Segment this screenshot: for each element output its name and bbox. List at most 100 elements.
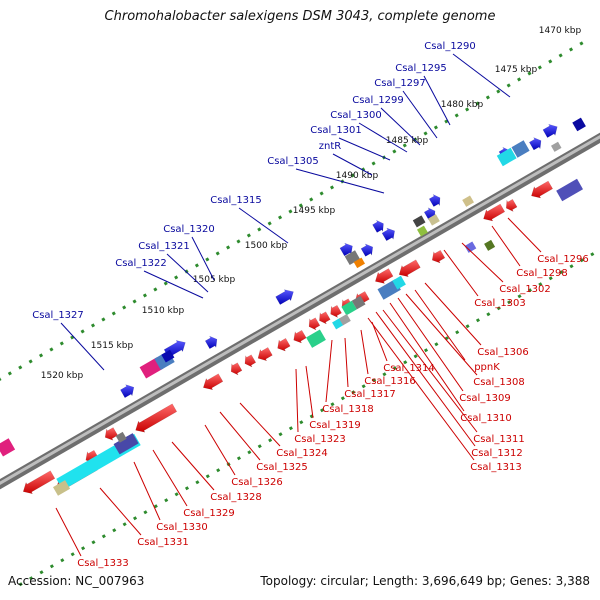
gene-forward-12 [528, 136, 542, 151]
leader-ppnk [414, 289, 466, 361]
label-csal-1321: Csal_1321 [138, 241, 190, 252]
gene-forward-9 [381, 227, 395, 242]
gene-reverse-22 [531, 180, 554, 199]
scale-tick-1500-kbp: 1500 kbp [245, 241, 288, 251]
feature-darkgrey-1 [412, 215, 426, 228]
gene-reverse-4 [104, 427, 119, 441]
leader-csal-1323 [295, 368, 299, 433]
label-csal-1331: Csal_1331 [137, 537, 189, 548]
leader-csal-1301 [338, 137, 391, 161]
leader-csal-1328 [171, 441, 215, 491]
gene-reverse-21 [505, 198, 518, 213]
leader-csal-1309 [397, 297, 464, 392]
label-csal-1301: Csal_1301 [310, 125, 362, 136]
leader-csal-1308 [405, 293, 478, 376]
leader-csal-1321 [166, 253, 209, 293]
gene-reverse-5 [135, 403, 178, 433]
feature-slate-1 [113, 433, 139, 455]
feature-olive-2 [484, 239, 496, 251]
label-ppnk: ppnK [474, 362, 500, 373]
leader-csal-1320 [191, 236, 215, 281]
scale-tick-1505-kbp: 1505 kbp [193, 275, 236, 285]
label-csal-1298: Csal_1298 [516, 268, 568, 279]
label-csal-1297: Csal_1297 [374, 78, 426, 89]
leader-csal-1316 [360, 329, 369, 375]
gene-reverse-8 [244, 354, 257, 368]
label-csal-1327: Csal_1327 [32, 310, 84, 321]
gene-features [0, 117, 586, 496]
leader-csal-1305 [295, 168, 385, 194]
label-csal-1300: Csal_1300 [330, 110, 382, 121]
leader-csal-1330 [133, 461, 161, 521]
label-csal-1290: Csal_1290 [424, 41, 476, 52]
label-csal-1296: Csal_1296 [537, 254, 589, 265]
feature-grey-1 [344, 250, 360, 265]
leader-csal-1333 [55, 507, 82, 557]
feature-grey-2 [551, 141, 562, 152]
gene-reverse-11 [293, 329, 307, 344]
label-csal-1295: Csal_1295 [395, 63, 447, 74]
feature-green-1 [306, 329, 326, 348]
label-csal-1316: Csal_1316 [364, 376, 416, 387]
gene-forward-5 [275, 289, 294, 305]
scale-tick-1485-kbp: 1485 kbp [386, 136, 429, 146]
label-csal-1326: Csal_1326 [231, 477, 283, 488]
label-csal-1306: Csal_1306 [477, 347, 529, 358]
leader-csal-1322 [143, 270, 204, 299]
gene-reverse-10 [277, 337, 291, 352]
gene-forward-8 [372, 219, 384, 233]
gene-reverse-13 [319, 311, 331, 325]
feature-navy-2 [572, 117, 586, 132]
gene-reverse-7 [230, 362, 243, 376]
label-csal-1319: Csal_1319 [309, 420, 361, 431]
label-csal-1333: Csal_1333 [77, 558, 129, 569]
leader-csal-1298 [491, 225, 521, 267]
feature-grey-3 [115, 431, 127, 443]
gene-reverse-14 [330, 304, 342, 319]
feature-grey-4 [351, 295, 366, 310]
feature-khaki-1 [428, 214, 440, 226]
label-csal-1309: Csal_1309 [459, 393, 511, 404]
scale-tick-1510-kbp: 1510 kbp [142, 306, 185, 316]
gene-labels: Csal_1290 Csal_1295 Csal_1297 Csal_1299 Csal… [32, 41, 589, 569]
feature-grey-5 [339, 314, 351, 326]
scale-tick-1470-kbp: 1470 kbp [539, 26, 582, 36]
scale-track: 1470 kbp 1475 kbp 1480 kbp 1485 kbp 1490 kbp… [0, 26, 600, 587]
gene-forward-14 [542, 123, 558, 138]
leader-csal-1303 [443, 249, 479, 297]
gene-reverse-1 [22, 470, 56, 495]
gene-reverse-9 [257, 347, 273, 362]
leader-csal-1296 [507, 217, 542, 253]
gene-reverse-12 [308, 317, 321, 331]
leader-csal-1310 [389, 302, 465, 412]
feature-green-2 [341, 300, 357, 316]
label-csal-1324: Csal_1324 [276, 448, 328, 459]
leader-csal-1314 [371, 321, 388, 362]
feature-magenta-2 [0, 438, 16, 457]
leader-csal-1295 [423, 75, 451, 126]
gene-reverse-18 [398, 259, 421, 278]
leader-csal-1319 [305, 365, 314, 419]
label-csal-1310: Csal_1310 [460, 413, 512, 424]
leader-csal-1300 [358, 122, 408, 153]
label-csal-1302: Csal_1302 [499, 284, 551, 295]
label-csal-1311: Csal_1311 [473, 434, 525, 445]
leader-zntr [332, 153, 373, 176]
leader-csal-1306 [424, 282, 482, 346]
leader-csal-1327 [60, 322, 105, 371]
label-csal-1305: Csal_1305 [267, 156, 319, 167]
map-title: Chromohalobacter salexigens DSM 3043, co… [104, 9, 496, 24]
scale-tick-1480-kbp: 1480 kbp [441, 100, 484, 110]
scale-tick-1495-kbp: 1495 kbp [293, 206, 336, 216]
label-csal-1330: Csal_1330 [156, 522, 208, 533]
label-csal-1313: Csal_1313 [470, 462, 522, 473]
feature-violet-1 [464, 241, 477, 253]
leader-csal-1312 [375, 311, 476, 447]
gene-forward-4 [204, 335, 218, 350]
gene-reverse-6 [202, 373, 224, 391]
leader-csal-1313 [367, 317, 475, 461]
leader-csal-1311 [382, 309, 478, 433]
leader-csal-1290 [452, 53, 511, 98]
feature-khaki-3 [53, 480, 71, 496]
backbone-highlight [0, 135, 600, 485]
